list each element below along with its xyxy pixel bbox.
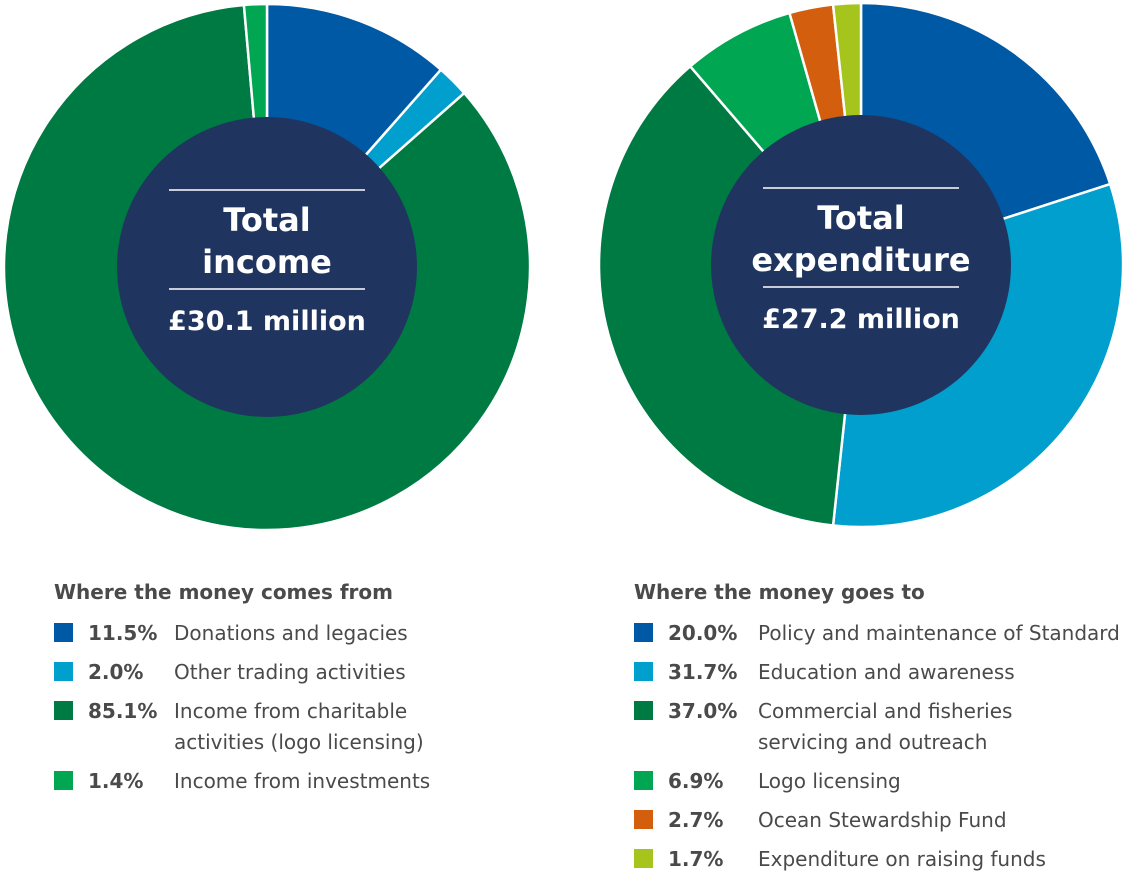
- income-legend-label-2: Income from charitable activities (logo …: [174, 699, 424, 754]
- income-donut-chart: Total income £30.1 million: [2, 2, 532, 532]
- expenditure-legend-label-4: Ocean Stewardship Fund: [758, 808, 1007, 832]
- income-legend: Where the money comes from 11.5% Donation…: [54, 580, 430, 805]
- expenditure-legend-item-4: 2.7% Ocean Stewardship Fund: [634, 805, 1120, 836]
- income-legend-list: 11.5% Donations and legacies 2.0% Other tra…: [54, 618, 430, 797]
- expenditure-center-total: £27.2 million: [762, 304, 960, 335]
- income-legend-percent-1: 2.0%: [88, 660, 144, 684]
- income-legend-percent-0: 11.5%: [88, 621, 158, 645]
- income-legend-swatch-1: [54, 662, 73, 681]
- expenditure-legend-percent-3: 6.9%: [668, 769, 724, 793]
- expenditure-legend-percent-5: 1.7%: [668, 847, 724, 871]
- income-legend-swatch-3: [54, 771, 73, 790]
- income-legend-title: Where the money comes from: [54, 580, 393, 604]
- income-legend-item-0: 11.5% Donations and legacies: [54, 618, 430, 649]
- expenditure-legend-label-3: Logo licensing: [758, 769, 901, 793]
- income-center-total: £30.1 million: [168, 306, 366, 337]
- income-legend-item-1: 2.0% Other trading activities: [54, 657, 430, 688]
- expenditure-panel: Total expenditure £27.2 million Where th…: [571, 0, 1142, 892]
- expenditure-legend-percent-4: 2.7%: [668, 808, 724, 832]
- income-legend-label-0: Donations and legacies: [174, 621, 408, 645]
- expenditure-legend-swatch-1: [634, 662, 653, 681]
- expenditure-legend-percent-0: 20.0%: [668, 621, 738, 645]
- expenditure-center-title-line-1: Total: [817, 199, 904, 237]
- expenditure-legend-label-2: Commercial and fisheries servicing and o…: [758, 699, 1013, 754]
- expenditure-legend-list: 20.0% Policy and maintenance of Standard 3…: [634, 618, 1120, 875]
- income-center-circle: [117, 117, 417, 417]
- income-legend-label-3: Income from investments: [174, 769, 431, 793]
- expenditure-legend-item-0: 20.0% Policy and maintenance of Standard: [634, 618, 1120, 649]
- expenditure-legend-swatch-2: [634, 701, 653, 720]
- income-legend-label-1: Other trading activities: [174, 660, 406, 684]
- income-legend-item-2: 85.1% Income from charitable activities (…: [54, 696, 430, 758]
- expenditure-legend-percent-2: 37.0%: [668, 699, 738, 723]
- income-legend-percent-2: 85.1%: [88, 699, 158, 723]
- income-center-title-line-1: Total: [223, 201, 310, 239]
- income-legend-item-3: 1.4% Income from investments: [54, 766, 430, 797]
- expenditure-legend-swatch-4: [634, 810, 653, 829]
- expenditure-legend-item-3: 6.9% Logo licensing: [634, 766, 1120, 797]
- income-center-title-line-2: income: [202, 243, 332, 281]
- expenditure-legend: Where the money goes to 20.0% Policy and …: [634, 580, 1120, 883]
- income-legend-percent-3: 1.4%: [88, 769, 144, 793]
- expenditure-legend-label-5: Expenditure on raising funds: [758, 847, 1046, 871]
- expenditure-legend-title: Where the money goes to: [634, 580, 925, 604]
- income-legend-swatch-0: [54, 623, 73, 642]
- expenditure-legend-item-5: 1.7% Expenditure on raising funds: [634, 844, 1120, 875]
- expenditure-center-circle: [711, 115, 1011, 415]
- expenditure-center-title-line-2: expenditure: [751, 241, 970, 279]
- expenditure-donut-chart: Total expenditure £27.2 million: [597, 1, 1125, 529]
- expenditure-legend-item-1: 31.7% Education and awareness: [634, 657, 1120, 688]
- expenditure-legend-swatch-5: [634, 849, 653, 868]
- expenditure-legend-percent-1: 31.7%: [668, 660, 738, 684]
- expenditure-legend-label-1: Education and awareness: [758, 660, 1015, 684]
- expenditure-legend-label-0: Policy and maintenance of Standard: [758, 621, 1120, 645]
- income-panel: Total income £30.1 million Where the mon…: [2, 2, 532, 805]
- expenditure-legend-swatch-0: [634, 623, 653, 642]
- expenditure-legend-swatch-3: [634, 771, 653, 790]
- income-legend-swatch-2: [54, 701, 73, 720]
- expenditure-legend-item-2: 37.0% Commercial and fisheries servicing …: [634, 696, 1120, 758]
